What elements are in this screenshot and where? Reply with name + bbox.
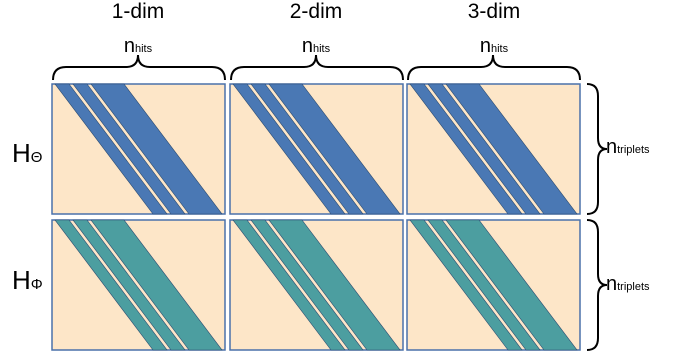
matrix-block-r1-c3 <box>406 83 581 215</box>
diagonal-band-2 <box>72 83 186 215</box>
diagonal-band-3 <box>445 219 578 351</box>
diagonal-band-3 <box>268 83 401 215</box>
diagonal-band-3 <box>90 219 223 351</box>
matrix-block-r2-c2 <box>229 219 404 351</box>
diagonal-band-1 <box>54 83 168 215</box>
diagonal-band-2 <box>72 219 186 351</box>
column-title-3dim: 3-dim <box>467 0 521 23</box>
matrix-block-r1-c2 <box>229 83 404 215</box>
column-title-2dim: 2-dim <box>289 0 343 23</box>
row-label-h-theta: HΘ <box>12 138 43 168</box>
diagonal-band-1 <box>54 219 168 351</box>
n-hits-label-3: nhits <box>479 35 509 57</box>
n-triplets-label-1: ntriplets <box>606 136 650 158</box>
brace-top-2 <box>230 54 404 81</box>
matrix-block-r2-c1 <box>51 219 226 351</box>
brace-right-1 <box>586 83 608 215</box>
brace-right-2 <box>586 219 608 351</box>
n-triplets-label-2: ntriplets <box>606 273 650 295</box>
diagonal-band-1 <box>232 83 346 215</box>
diagonal-band-1 <box>232 219 346 351</box>
diagonal-band-2 <box>250 219 364 351</box>
matrix-block-r2-c3 <box>406 219 581 351</box>
diagonal-band-3 <box>268 219 401 351</box>
diagonal-band-2 <box>250 83 364 215</box>
column-title-1dim: 1-dim <box>111 0 165 23</box>
diagonal-band-2 <box>427 83 541 215</box>
brace-top-1 <box>52 54 226 81</box>
diagonal-band-1 <box>409 83 523 215</box>
diagonal-band-2 <box>427 219 541 351</box>
row-label-h-phi: HΦ <box>12 265 43 295</box>
matrix-block-r1-c1 <box>51 83 226 215</box>
diagonal-band-3 <box>445 83 578 215</box>
diagonal-band-1 <box>409 219 523 351</box>
n-hits-label-2: nhits <box>301 35 331 57</box>
n-hits-label-1: nhits <box>123 35 153 57</box>
diagonal-band-3 <box>90 83 223 215</box>
brace-top-3 <box>407 54 581 81</box>
